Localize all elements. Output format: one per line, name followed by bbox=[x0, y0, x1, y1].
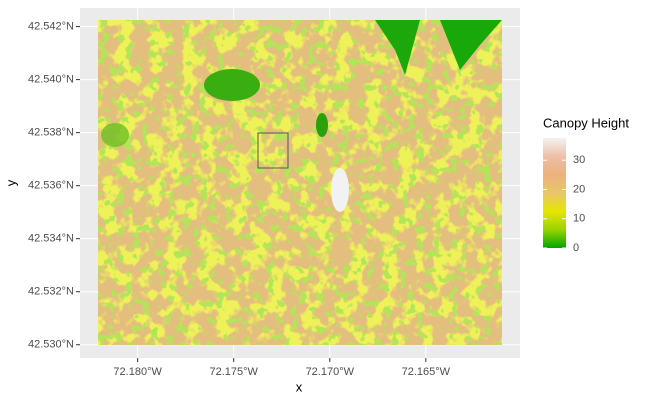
y-tick-label: 42.540°N bbox=[28, 73, 74, 85]
y-tick-label: 42.542°N bbox=[28, 20, 74, 32]
x-tick-label: 72.170°W bbox=[306, 366, 355, 378]
y-tick-label: 42.530°N bbox=[28, 339, 74, 351]
colorbar-tick-label: 0 bbox=[573, 242, 579, 254]
raster bbox=[98, 20, 502, 345]
x-axis-label: x bbox=[296, 379, 303, 394]
colorbar-tick-label: 30 bbox=[573, 154, 585, 166]
colorbar bbox=[543, 138, 566, 248]
colorbar-tick-label: 10 bbox=[573, 213, 585, 225]
x-tick-label: 72.175°W bbox=[209, 366, 258, 378]
colorbar-tick-label: 20 bbox=[573, 183, 585, 195]
y-tick-label: 42.538°N bbox=[28, 127, 74, 139]
x-tick-label: 72.180°W bbox=[113, 366, 162, 378]
y-tick-label: 42.536°N bbox=[28, 180, 74, 192]
annotation-box bbox=[257, 132, 289, 169]
y-tick-label: 42.534°N bbox=[28, 233, 74, 245]
legend-title: Canopy Height bbox=[543, 115, 629, 130]
y-axis-label: y bbox=[3, 179, 18, 186]
y-tick-label: 42.532°N bbox=[28, 286, 74, 298]
x-tick-label: 72.165°W bbox=[402, 366, 451, 378]
